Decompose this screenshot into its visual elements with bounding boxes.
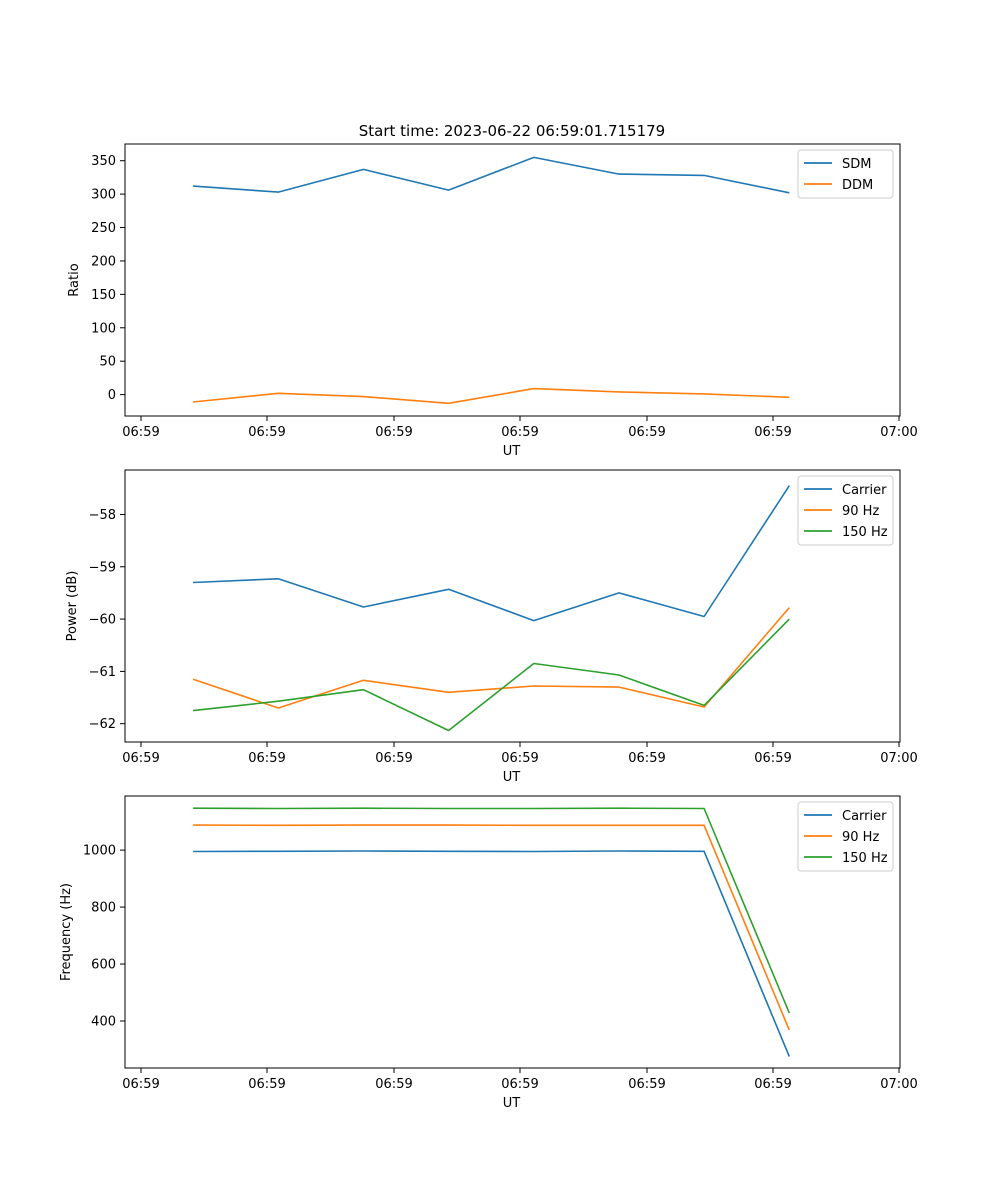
series-line-150-hz bbox=[193, 618, 790, 732]
series-line-ddm bbox=[193, 387, 790, 405]
chart-panel-3: 06:59 06:59 06:59 06:59 06:59 06:59 07:00 UT 400… bbox=[59, 795, 918, 1111]
x-tick-label: 06:59 bbox=[248, 1077, 285, 1092]
x-tick-label: 06:59 bbox=[248, 751, 285, 766]
x-tick-label: 07:00 bbox=[880, 425, 917, 440]
x-tick-label: 06:59 bbox=[501, 425, 538, 440]
legend-label: 90 Hz bbox=[842, 504, 879, 519]
panels: 06:59 06:59 06:59 06:59 06:59 06:59 07:00 UT 0 50… bbox=[59, 143, 918, 1111]
y-tick-label: −60 bbox=[89, 613, 116, 628]
y-axis-label: Ratio bbox=[67, 263, 82, 296]
plot-frame bbox=[124, 143, 901, 417]
legend-label: Carrier bbox=[842, 483, 887, 498]
legend-label: DDM bbox=[842, 178, 873, 193]
legend-box bbox=[797, 475, 894, 546]
x-tick-label: 07:00 bbox=[880, 1077, 917, 1092]
plot-frame bbox=[124, 795, 901, 1069]
y-tick-label: 350 bbox=[91, 154, 116, 169]
y-tick-label: 400 bbox=[91, 1015, 116, 1030]
y-tick-label: 100 bbox=[91, 321, 116, 336]
x-tick-label: 07:00 bbox=[880, 751, 917, 766]
x-tick-label: 06:59 bbox=[754, 751, 791, 766]
chart-panel-1: 06:59 06:59 06:59 06:59 06:59 06:59 07:00 UT 0 50… bbox=[67, 143, 918, 459]
y-tick-label: 200 bbox=[91, 254, 116, 269]
y-tick-label: −59 bbox=[89, 560, 116, 575]
legend-label: 150 Hz bbox=[842, 851, 888, 866]
series-line-90-hz bbox=[193, 824, 791, 1031]
x-tick-label: 06:59 bbox=[754, 1077, 791, 1092]
x-tick-label: 06:59 bbox=[122, 425, 159, 440]
x-tick-label: 06:59 bbox=[122, 751, 159, 766]
legend-label: 90 Hz bbox=[842, 830, 879, 845]
legend-box bbox=[797, 801, 894, 872]
x-tick-label: 06:59 bbox=[375, 751, 412, 766]
y-tick-label: 1000 bbox=[83, 844, 116, 859]
x-tick-label: 06:59 bbox=[628, 425, 665, 440]
x-tick-label: 06:59 bbox=[248, 425, 285, 440]
x-tick-label: 06:59 bbox=[501, 1077, 538, 1092]
series-line-carrier bbox=[193, 485, 790, 622]
legend: Carrier 90 Hz 150 Hz bbox=[797, 475, 894, 546]
y-axis-label: Frequency (Hz) bbox=[59, 883, 74, 981]
y-tick-label: −58 bbox=[89, 508, 116, 523]
x-tick-label: 06:59 bbox=[501, 751, 538, 766]
legend-label: 150 Hz bbox=[842, 525, 888, 540]
x-tick-label: 06:59 bbox=[375, 1077, 412, 1092]
series-line-90-hz bbox=[192, 607, 790, 709]
figure-title: Start time: 2023-06-22 06:59:01.715179 bbox=[359, 122, 665, 140]
series-line-sdm bbox=[193, 156, 790, 194]
x-tick-label: 06:59 bbox=[754, 425, 791, 440]
series-line-carrier bbox=[193, 850, 791, 1057]
chart-panel-2: 06:59 06:59 06:59 06:59 06:59 06:59 07:00 UT −62… bbox=[65, 469, 918, 785]
legend: Carrier 90 Hz 150 Hz bbox=[797, 801, 894, 872]
x-tick-label: 06:59 bbox=[628, 751, 665, 766]
legend-label: Carrier bbox=[842, 809, 887, 824]
y-tick-label: 600 bbox=[91, 958, 116, 973]
y-tick-label: 150 bbox=[91, 288, 116, 303]
x-tick-label: 06:59 bbox=[375, 425, 412, 440]
y-axis-label: Power (dB) bbox=[65, 571, 80, 642]
x-axis-label: UT bbox=[503, 1096, 521, 1111]
y-tick-label: 50 bbox=[99, 355, 116, 370]
y-tick-label: 800 bbox=[91, 901, 116, 916]
y-tick-label: 0 bbox=[108, 388, 116, 403]
plot-frame bbox=[124, 469, 901, 743]
y-tick-label: 300 bbox=[91, 188, 116, 203]
y-tick-label: −62 bbox=[89, 717, 116, 732]
y-tick-label: 250 bbox=[91, 221, 116, 236]
x-axis-label: UT bbox=[503, 444, 521, 459]
legend-box bbox=[797, 149, 894, 199]
legend: SDM DDM bbox=[797, 149, 894, 199]
x-axis-label: UT bbox=[503, 770, 521, 785]
x-tick-label: 06:59 bbox=[122, 1077, 159, 1092]
x-tick-label: 06:59 bbox=[628, 1077, 665, 1092]
y-tick-label: −61 bbox=[89, 665, 116, 680]
series-line-150-hz bbox=[193, 807, 791, 1014]
legend-label: SDM bbox=[842, 157, 871, 172]
